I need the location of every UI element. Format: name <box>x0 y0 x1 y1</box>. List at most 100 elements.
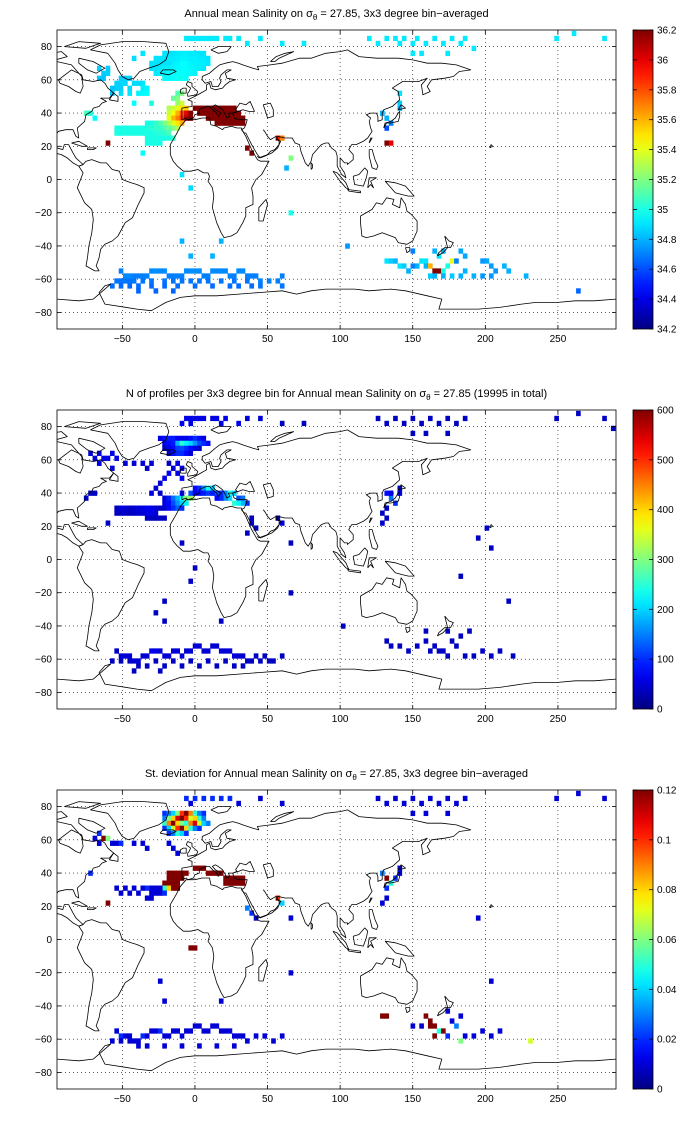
data-bin <box>170 110 176 116</box>
data-bin <box>166 110 172 116</box>
coastline <box>57 811 68 820</box>
colorbar-tick-label: 500 <box>657 455 674 466</box>
coastline <box>262 482 274 499</box>
data-bin <box>249 515 255 521</box>
data-bin <box>197 55 202 62</box>
data-bin <box>236 880 241 886</box>
data-bin <box>419 50 424 57</box>
data-bin <box>188 35 194 42</box>
coastline <box>257 129 280 159</box>
data-bin <box>188 945 194 951</box>
data-bin <box>192 945 198 951</box>
colorbar-tick-label: 34.2 <box>657 325 677 336</box>
data-bin <box>179 500 185 506</box>
data-bin <box>149 278 154 284</box>
data-bin <box>231 105 237 111</box>
x-tick-label: 0 <box>192 714 198 725</box>
data-bin <box>240 1033 246 1039</box>
data-bin <box>149 140 154 146</box>
data-bin <box>210 643 215 649</box>
data-bin <box>184 35 189 42</box>
data-bin <box>210 415 215 422</box>
data-bin <box>223 268 228 274</box>
coastline <box>180 467 187 474</box>
data-bin <box>144 85 150 91</box>
data-bin <box>162 598 167 604</box>
data-bin <box>223 110 228 116</box>
data-bin <box>170 658 176 664</box>
data-bin <box>427 415 433 422</box>
data-bin <box>179 172 185 178</box>
data-bin <box>414 263 420 269</box>
data-bin <box>131 510 137 516</box>
gridlines <box>57 30 616 329</box>
data-bin <box>275 278 281 284</box>
data-bin <box>258 658 263 664</box>
data-bin <box>162 810 167 817</box>
data-bin <box>188 1028 194 1034</box>
data-bin <box>170 495 176 501</box>
data-bin <box>162 135 167 141</box>
data-bin <box>123 510 128 516</box>
coastline <box>64 801 101 809</box>
data-bin <box>149 60 154 67</box>
data-bins <box>83 30 607 294</box>
gridlines <box>57 790 616 1089</box>
coastline <box>360 197 418 245</box>
data-bin <box>131 885 137 891</box>
data-bin <box>118 283 124 289</box>
data-bin <box>410 810 416 817</box>
data-bin <box>127 125 133 131</box>
data-bin <box>184 815 189 822</box>
data-bin <box>162 130 167 136</box>
y-tick-label: −80 <box>35 308 52 319</box>
coastline <box>444 615 454 628</box>
data-bin <box>301 40 307 47</box>
data-bin <box>240 880 246 886</box>
data-bin <box>231 490 237 496</box>
data-bin <box>493 268 498 274</box>
data-bin <box>184 795 189 802</box>
data-bin <box>192 485 198 491</box>
data-bin <box>136 510 141 516</box>
y-tick-label: 0 <box>46 935 52 946</box>
data-bin <box>188 55 194 62</box>
data-bin <box>205 278 211 284</box>
data-bin <box>214 495 220 501</box>
data-bin <box>436 268 442 274</box>
coastline <box>405 247 411 253</box>
chart-title: Annual mean Salinity on σθ = 27.85, 3x3 … <box>184 8 488 22</box>
data-bin <box>384 885 390 891</box>
data-bin <box>214 663 220 669</box>
data-bin <box>184 810 189 817</box>
data-bin <box>223 490 228 496</box>
data-bin <box>454 258 459 264</box>
data-bin <box>445 1033 451 1039</box>
data-bin <box>210 1023 215 1029</box>
data-bin <box>149 100 154 106</box>
data-bin <box>266 278 272 284</box>
data-bin <box>179 70 185 76</box>
data-bin <box>253 1033 259 1039</box>
coastlines <box>57 421 616 692</box>
coastline <box>367 937 377 949</box>
data-bin <box>175 100 180 106</box>
data-bin <box>144 663 150 669</box>
x-tick-label: 50 <box>262 334 274 345</box>
data-bin <box>188 60 194 67</box>
data-bins <box>88 790 607 1049</box>
coastline <box>368 529 379 550</box>
data-bin <box>218 115 224 121</box>
data-bin <box>197 1023 202 1029</box>
data-bin <box>162 75 167 81</box>
data-bin <box>576 410 581 417</box>
data-bin <box>144 845 150 851</box>
data-bin <box>388 490 394 496</box>
data-bin <box>179 450 185 456</box>
data-bin <box>231 273 237 279</box>
data-bin <box>170 830 176 836</box>
coastline <box>384 940 415 957</box>
data-bin <box>184 415 189 422</box>
data-bin <box>188 50 194 57</box>
data-bin <box>375 415 381 422</box>
